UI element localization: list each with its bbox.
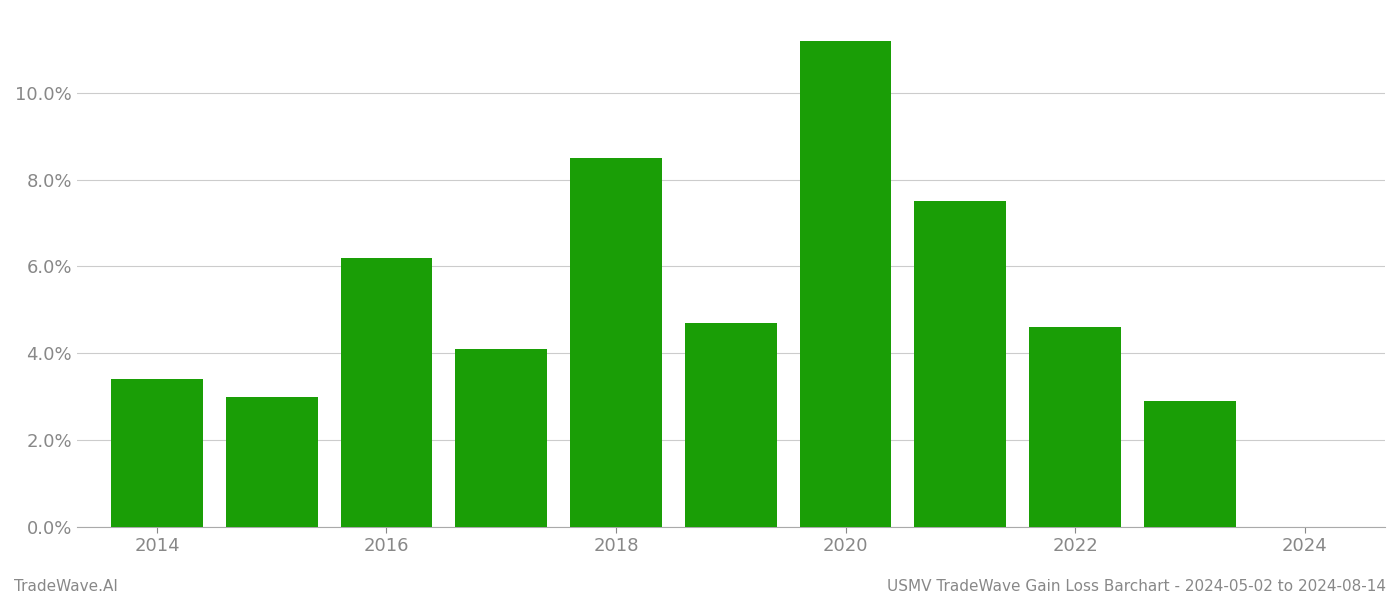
Text: TradeWave.AI: TradeWave.AI (14, 579, 118, 594)
Bar (799, 41, 892, 527)
Bar (914, 202, 1007, 527)
Bar (1029, 327, 1121, 527)
Bar (1144, 401, 1236, 527)
Bar (111, 379, 203, 527)
Bar (225, 397, 318, 527)
Bar (455, 349, 547, 527)
Bar (340, 258, 433, 527)
Text: USMV TradeWave Gain Loss Barchart - 2024-05-02 to 2024-08-14: USMV TradeWave Gain Loss Barchart - 2024… (888, 579, 1386, 594)
Bar (685, 323, 777, 527)
Bar (570, 158, 662, 527)
